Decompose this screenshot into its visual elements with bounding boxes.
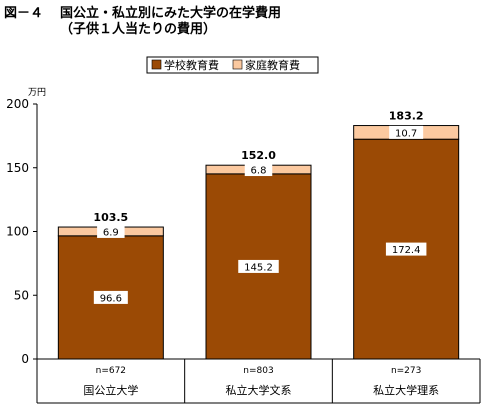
- total-label: 183.2: [389, 110, 424, 123]
- y-tick-label: 150: [6, 161, 29, 175]
- data-label: 10.7: [395, 128, 417, 139]
- chart-subtitle: （子供１人当たりの費用）: [60, 21, 216, 37]
- y-axis-unit: 万円: [28, 87, 46, 98]
- data-label: 96.6: [100, 293, 122, 304]
- total-label: 152.0: [241, 149, 276, 162]
- data-label-box: [389, 125, 424, 139]
- sample-size-label: n=672: [96, 366, 126, 376]
- bars: 96.6 6.9 103.5 145.2 6.8 152.0 172.4 10.7 183.2: [57, 110, 460, 360]
- data-label: 172.4: [392, 245, 421, 256]
- bar-segment-school: [205, 173, 312, 360]
- x-axis-labels: n=672 国公立大学 n=803 私立大学文系 n=273 私立大学理系: [36, 359, 481, 404]
- legend: 学校教育費 家庭教育費: [146, 56, 319, 74]
- data-label-box: [244, 163, 273, 177]
- legend-label-school: 学校教育費: [164, 58, 219, 72]
- data-label: 145.2: [244, 262, 273, 273]
- data-label: 6.9: [103, 227, 119, 238]
- data-label: 6.8: [251, 166, 267, 177]
- data-label-box: [93, 290, 128, 304]
- sample-size-label: n=273: [391, 366, 421, 376]
- legend-label-home: 家庭教育費: [245, 58, 300, 72]
- legend-swatch-school: [151, 59, 162, 70]
- y-tick-label: 50: [14, 288, 29, 302]
- figure-number: 図－４: [4, 6, 43, 21]
- total-label: 103.5: [93, 211, 128, 224]
- data-label-box: [385, 242, 427, 256]
- y-tick-label: 200: [6, 97, 29, 111]
- y-tick-label: 0: [21, 352, 29, 366]
- category-label: 私立大学理系: [373, 383, 439, 397]
- y-tick-label: 100: [6, 225, 29, 239]
- legend-box: [146, 56, 319, 74]
- chart-title: 国公立・私立別にみた大学の在学費用: [60, 5, 281, 21]
- data-label-box: [238, 259, 279, 273]
- data-label-box: [97, 224, 125, 238]
- category-label: 私立大学文系: [226, 383, 292, 397]
- legend-swatch-home: [232, 59, 243, 70]
- category-label: 国公立大学: [83, 383, 138, 397]
- sample-size-label: n=803: [243, 366, 273, 376]
